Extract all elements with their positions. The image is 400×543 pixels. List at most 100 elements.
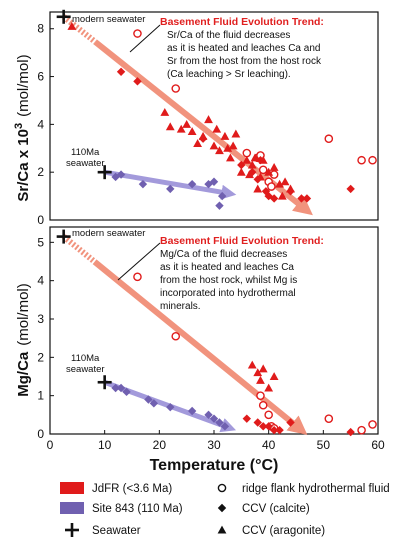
trend-arrow-dotted [61, 234, 97, 265]
trend-title: Basement Fluid Evolution Trend: [160, 16, 324, 28]
data-point [67, 21, 77, 30]
trend-description: Sr/Ca of the fluid decreases as it is he… [167, 30, 322, 80]
y-tick-label: 2 [37, 165, 44, 179]
data-point [346, 427, 355, 437]
trend-line: as it is heated and leaches Ca [160, 262, 294, 273]
data-point [258, 400, 268, 410]
data-point [116, 170, 126, 179]
legend-marker-rect [60, 482, 84, 494]
data-point [253, 418, 262, 427]
trend-line: incorporated into hydrothermal [160, 288, 296, 299]
data-point [269, 372, 279, 381]
data-point [256, 391, 265, 400]
data-point [269, 163, 279, 171]
x-tick-label: 40 [262, 438, 276, 452]
trend-line: as it is heated and leaches Ca and [167, 43, 320, 54]
trend-line: from the host rock, whilst Mg is [160, 275, 297, 286]
data-point [256, 172, 265, 181]
data-point [264, 383, 274, 392]
legend-label: ridge flank hydrothermal fluid [242, 483, 390, 495]
data-point [171, 331, 181, 341]
data-point [253, 184, 263, 193]
data-point [280, 177, 290, 186]
data-point [209, 141, 219, 150]
data-point [250, 153, 260, 162]
data-point [133, 272, 142, 282]
legend: JdFR (<3.6 Ma) Site 843 (110 Ma) Seawater r… [60, 482, 390, 537]
x-tick-label: 60 [371, 438, 385, 452]
data-point [220, 131, 230, 140]
sr-ca-marks [56, 9, 377, 216]
data-point [187, 127, 197, 136]
data-point [223, 143, 233, 152]
trend-line: (Ca leaching > Sr leaching). [167, 69, 291, 80]
data-point [209, 414, 219, 423]
y-tick-label: 1 [37, 389, 44, 403]
data-point [286, 184, 295, 193]
mg-ca-y-ticks: 0 1 2 3 4 5 [37, 235, 54, 441]
trend-line: Sr/Ca of the fluid decreases [167, 30, 290, 41]
ancient-seawater-marker [97, 375, 112, 390]
data-point [149, 399, 159, 408]
data-point [171, 84, 181, 93]
data-point [368, 420, 377, 429]
data-point [264, 410, 273, 420]
data-point [324, 414, 334, 423]
ancient-seawater-label: 110Ma [71, 147, 100, 158]
data-point [138, 179, 148, 189]
data-point [218, 191, 227, 201]
sr-ca-y-ticks: 0 2 4 6 8 [37, 22, 54, 227]
data-point [245, 170, 254, 179]
modern-seawater-marker [56, 9, 71, 24]
data-point [324, 134, 334, 144]
y-tick-label: 0 [37, 213, 44, 227]
data-point [215, 201, 224, 210]
mg-ca-marks [56, 229, 377, 437]
trend-line: minerals. [160, 301, 201, 312]
y-tick-label: 4 [37, 274, 44, 288]
data-point [258, 364, 268, 373]
legend-marker-open-circle [217, 483, 227, 493]
ancient-seawater-label-2: seawater [66, 364, 105, 375]
legend-marker-diamond [217, 503, 227, 513]
data-point [182, 119, 192, 128]
data-point [242, 414, 251, 423]
ancient-seawater-marker [97, 165, 112, 180]
y-tick-label: 2 [37, 350, 44, 364]
modern-seawater-label: modern seawater [72, 228, 145, 239]
site-843-arrow [104, 169, 237, 200]
sr-ca-panel: 0 2 4 6 8 Sr/Ca x 103(mol/mol) modern seawat… [13, 9, 379, 227]
data-point [269, 425, 279, 435]
temperature-x-ticks: 0 10 20 30 40 50 60 [47, 430, 385, 452]
data-point [116, 67, 126, 76]
data-point [256, 375, 265, 384]
data-point [166, 402, 175, 412]
data-point [346, 184, 355, 194]
data-point [133, 29, 142, 38]
legend-label: Site 843 (110 Ma) [92, 503, 183, 515]
data-point [165, 122, 175, 131]
data-point [357, 155, 366, 165]
data-point [133, 77, 142, 86]
data-point [357, 425, 366, 435]
data-point [144, 395, 153, 404]
trend-arrow-dotted [61, 14, 98, 45]
y-tick-label: 4 [37, 117, 44, 131]
data-point [247, 160, 257, 169]
trend-title: Basement Fluid Evolution Trend: [160, 235, 324, 247]
data-point [258, 165, 268, 175]
legend-marker-rect [60, 502, 84, 514]
mg-ca-y-label: Mg/Ca(mol/mol) [15, 283, 32, 397]
mg-ca-panel: 0 1 2 3 4 5 0 10 20 30 40 50 60 Mg/Ca(mol/mol) Temp… [15, 226, 385, 474]
legend-label: CCV (aragonite) [242, 525, 325, 537]
data-point [122, 387, 131, 397]
trend-callout-line [129, 24, 161, 53]
data-point [231, 129, 241, 138]
x-tick-label: 30 [207, 438, 221, 452]
legend-marker-triangle [217, 525, 227, 534]
x-tick-label: 50 [317, 438, 331, 452]
data-point [187, 406, 197, 416]
data-point [226, 153, 235, 162]
trend-line: Mg/Ca of the fluid decreases [160, 249, 287, 260]
